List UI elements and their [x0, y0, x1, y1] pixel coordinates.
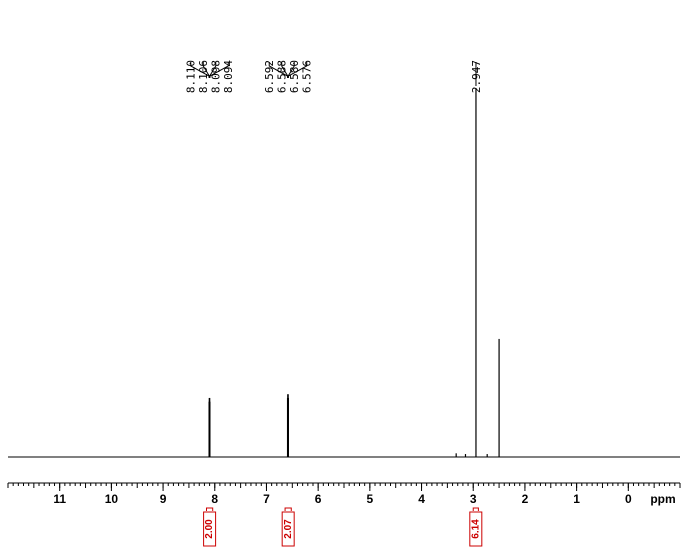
- integral-bracket: [205, 507, 214, 511]
- peak-label: 8.098: [210, 60, 223, 93]
- x-tick-label: 7: [263, 492, 270, 506]
- peak-label-leader: [209, 62, 229, 78]
- integral-label: 6.14: [470, 519, 481, 539]
- x-tick-label: 5: [367, 492, 374, 506]
- peak-label: 6.576: [301, 60, 314, 93]
- integral-label: 2.07: [283, 519, 294, 539]
- x-tick-label: 8: [211, 492, 218, 506]
- x-tick-label: 9: [160, 492, 167, 506]
- x-tick-label: 10: [105, 492, 119, 506]
- integral-box: [203, 511, 217, 547]
- integral-box: [281, 511, 295, 547]
- peak-label: 6.580: [288, 60, 301, 93]
- integral-label: 2.00: [204, 519, 215, 539]
- x-tick-label: 11: [53, 492, 66, 506]
- x-axis-label: ppm: [650, 492, 675, 506]
- peak-label-leader: [287, 62, 308, 78]
- x-tick-label: 2: [522, 492, 529, 506]
- integral-box: [469, 511, 483, 547]
- integral-bracket: [472, 507, 479, 511]
- peak-label: 8.106: [197, 60, 210, 93]
- x-tick-label: 4: [418, 492, 425, 506]
- integral-bracket: [284, 507, 292, 511]
- x-tick-label: 3: [470, 492, 477, 506]
- x-tick-label: 0: [625, 492, 632, 506]
- peak-label: 6.588: [276, 60, 289, 93]
- x-tick-label: 6: [315, 492, 322, 506]
- x-tick-label: 1: [573, 492, 580, 506]
